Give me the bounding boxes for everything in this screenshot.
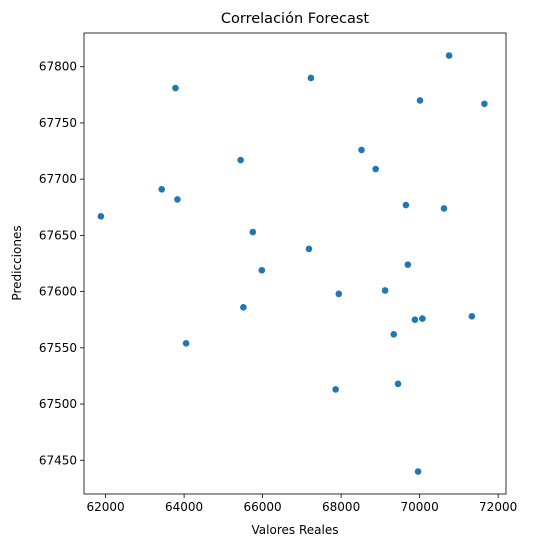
y-tick-label: 67800: [39, 60, 77, 74]
data-point: [481, 101, 488, 108]
data-point: [446, 52, 453, 59]
data-point: [237, 157, 244, 164]
data-point: [158, 186, 165, 193]
x-tick-label: 62000: [86, 500, 124, 514]
data-point: [405, 261, 412, 268]
y-tick-label: 67600: [39, 285, 77, 299]
x-tick-label: 64000: [165, 500, 203, 514]
data-point: [259, 267, 266, 274]
y-axis: 67450 67500 67550 67600 67650 67700 67750 67800: [39, 60, 84, 468]
data-point: [308, 75, 315, 82]
data-point: [417, 97, 424, 104]
y-tick-label: 67450: [39, 453, 77, 467]
data-point: [390, 331, 397, 338]
data-point: [306, 246, 313, 253]
data-point: [419, 315, 426, 322]
data-point: [395, 381, 402, 388]
data-point: [335, 291, 342, 298]
data-point: [332, 386, 339, 393]
x-tick-label: 72000: [479, 500, 517, 514]
y-tick-label: 67650: [39, 228, 77, 242]
data-point: [98, 213, 105, 220]
data-point: [382, 287, 389, 294]
x-tick-label: 66000: [244, 500, 282, 514]
y-tick-label: 67550: [39, 341, 77, 355]
y-axis-title: Predicciones: [10, 225, 24, 300]
data-point: [415, 468, 422, 475]
y-tick-label: 67750: [39, 116, 77, 130]
data-point: [174, 196, 181, 203]
data-point: [183, 340, 190, 347]
x-axis: 62000 64000 66000 68000 70000 72000: [86, 494, 517, 514]
data-point: [403, 202, 410, 209]
data-point: [172, 85, 179, 92]
chart-title: Correlación Forecast: [221, 11, 370, 27]
data-point: [441, 205, 448, 212]
y-tick-label: 67500: [39, 397, 77, 411]
x-tick-label: 70000: [401, 500, 439, 514]
data-point: [358, 147, 365, 154]
data-point: [469, 313, 476, 320]
data-point: [250, 229, 257, 236]
data-point: [372, 166, 379, 173]
data-point: [412, 316, 419, 323]
x-axis-title: Valores Reales: [252, 523, 339, 537]
x-tick-label: 68000: [322, 500, 360, 514]
y-tick-label: 67700: [39, 172, 77, 186]
data-point: [240, 304, 247, 311]
plot-area: [84, 33, 506, 494]
